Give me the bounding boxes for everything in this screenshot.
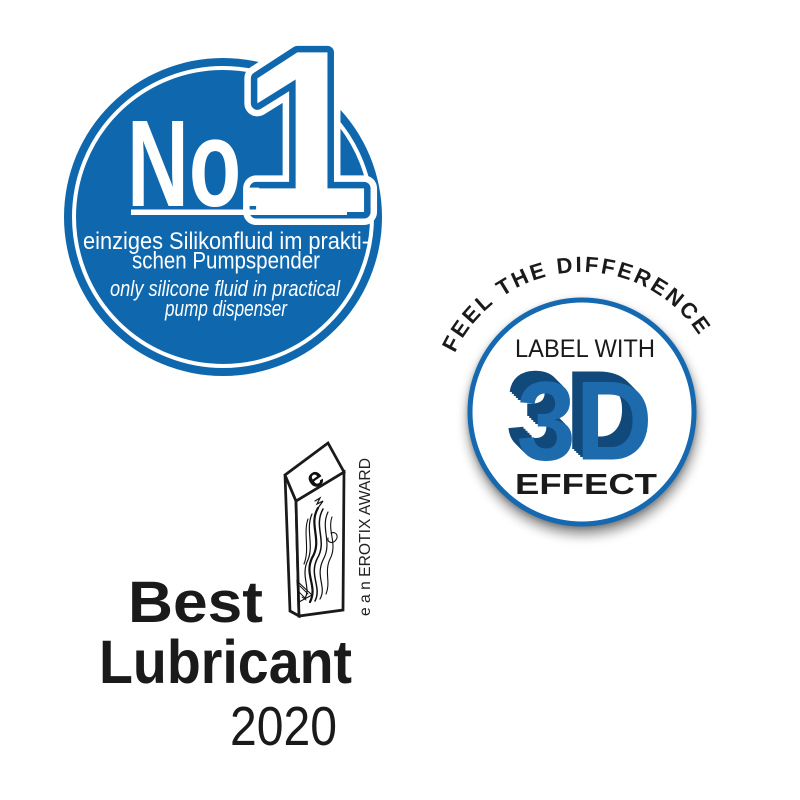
- claim-de-line1: einziges Silikonfluid im prakti-: [83, 228, 369, 255]
- no1-badge-circle: [64, 58, 382, 376]
- erotix-trophy-icon: e e a n EROTIX AWARD: [283, 440, 374, 619]
- label-3d-face: 3D: [517, 359, 653, 484]
- no1-rank-number: 1: [241, 3, 370, 262]
- claim-de-line2: schen Pumpspender: [132, 248, 320, 275]
- label-3d-extrude: 3D: [514, 356, 650, 481]
- no1-rank-number-halo: 1: [241, 3, 370, 262]
- award-title-line1: Best: [128, 570, 263, 635]
- label-3d-extrude: 3D: [510, 352, 646, 477]
- no1-rank-label: No.: [127, 96, 265, 233]
- label-3d-extrude: 3D: [512, 354, 648, 479]
- effect-text: EFFECT: [515, 469, 657, 501]
- claim-en-line1: only silicone fluid in practical: [110, 276, 341, 301]
- label-3d-extrude: 3D: [506, 348, 642, 473]
- effect-badge-circle: [467, 297, 697, 527]
- no1-badge: 1 1 No. einziges Silikonfluid im prakti-…: [64, 0, 384, 376]
- claim-en-line2: pump dispenser: [164, 296, 288, 321]
- label-3d-extrude: 3D: [508, 350, 644, 475]
- trophy-top-face: [283, 440, 346, 503]
- best-lubricant-award: e e a n EROTIX AWARD Best Lubricant 2020: [99, 440, 374, 757]
- no1-underline: [131, 209, 347, 215]
- award-year: 2020: [230, 695, 337, 757]
- award-title-line2: Lubricant: [99, 628, 352, 696]
- no1-badge-keyline-ring: [72, 66, 374, 368]
- 3d-effect-badge: FEEL THE DIFFERENCE LABEL WITH 3D 3D 3D …: [437, 252, 714, 527]
- label-3d-text: 3D 3D 3D 3D 3D 3D: [506, 348, 653, 484]
- label-with-text: LABEL WITH: [515, 335, 655, 363]
- trophy-side-text: e a n EROTIX AWARD: [357, 458, 374, 616]
- trophy-figure-art: [296, 496, 338, 604]
